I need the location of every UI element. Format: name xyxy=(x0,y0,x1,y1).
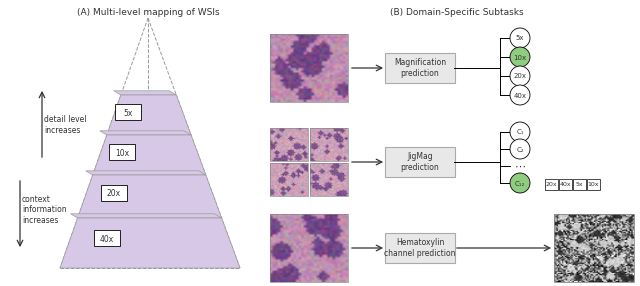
Polygon shape xyxy=(77,175,221,218)
Polygon shape xyxy=(60,218,240,268)
Polygon shape xyxy=(114,91,177,95)
FancyBboxPatch shape xyxy=(385,147,455,177)
FancyBboxPatch shape xyxy=(545,179,558,190)
Text: 10x: 10x xyxy=(115,148,129,158)
Text: 40x: 40x xyxy=(513,92,527,98)
Text: Hematoxylin
channel prediction: Hematoxylin channel prediction xyxy=(384,238,456,258)
Polygon shape xyxy=(70,214,221,218)
FancyBboxPatch shape xyxy=(573,179,586,190)
Circle shape xyxy=(510,47,530,67)
Text: C₂: C₂ xyxy=(516,146,524,152)
FancyBboxPatch shape xyxy=(559,179,572,190)
Text: C₁: C₁ xyxy=(516,130,524,136)
Text: Magnification
prediction: Magnification prediction xyxy=(394,58,446,78)
Text: 10x: 10x xyxy=(588,182,599,187)
Circle shape xyxy=(510,122,530,142)
FancyBboxPatch shape xyxy=(115,104,141,120)
Polygon shape xyxy=(93,135,206,175)
Circle shape xyxy=(510,139,530,159)
Text: 5x: 5x xyxy=(124,108,132,118)
FancyBboxPatch shape xyxy=(94,230,120,246)
Circle shape xyxy=(510,28,530,48)
Text: 40x: 40x xyxy=(100,235,114,243)
FancyBboxPatch shape xyxy=(101,185,127,201)
Text: 10x: 10x xyxy=(513,55,527,61)
Text: 20x: 20x xyxy=(107,190,121,198)
Text: detail level
increases: detail level increases xyxy=(44,115,86,135)
Text: (B) Domain-Specific Subtasks: (B) Domain-Specific Subtasks xyxy=(390,8,524,17)
Text: 5x: 5x xyxy=(576,182,583,187)
Circle shape xyxy=(510,85,530,105)
Text: 20x: 20x xyxy=(513,74,527,80)
Polygon shape xyxy=(107,95,191,135)
Text: (A) Multi-level mapping of WSIs: (A) Multi-level mapping of WSIs xyxy=(77,8,220,17)
Text: 20x: 20x xyxy=(546,182,557,187)
FancyBboxPatch shape xyxy=(385,233,455,263)
Text: ⋯: ⋯ xyxy=(515,162,525,172)
Circle shape xyxy=(510,173,530,193)
Circle shape xyxy=(510,66,530,86)
Text: 5x: 5x xyxy=(516,35,524,41)
Text: context
information
increases: context information increases xyxy=(22,195,67,225)
Polygon shape xyxy=(86,171,206,175)
FancyBboxPatch shape xyxy=(109,144,135,160)
Text: JigMag
prediction: JigMag prediction xyxy=(401,152,440,172)
Text: C₁₂: C₁₂ xyxy=(515,180,525,186)
Text: 40x: 40x xyxy=(560,182,572,187)
FancyBboxPatch shape xyxy=(385,53,455,83)
FancyBboxPatch shape xyxy=(587,179,600,190)
Polygon shape xyxy=(100,131,191,135)
